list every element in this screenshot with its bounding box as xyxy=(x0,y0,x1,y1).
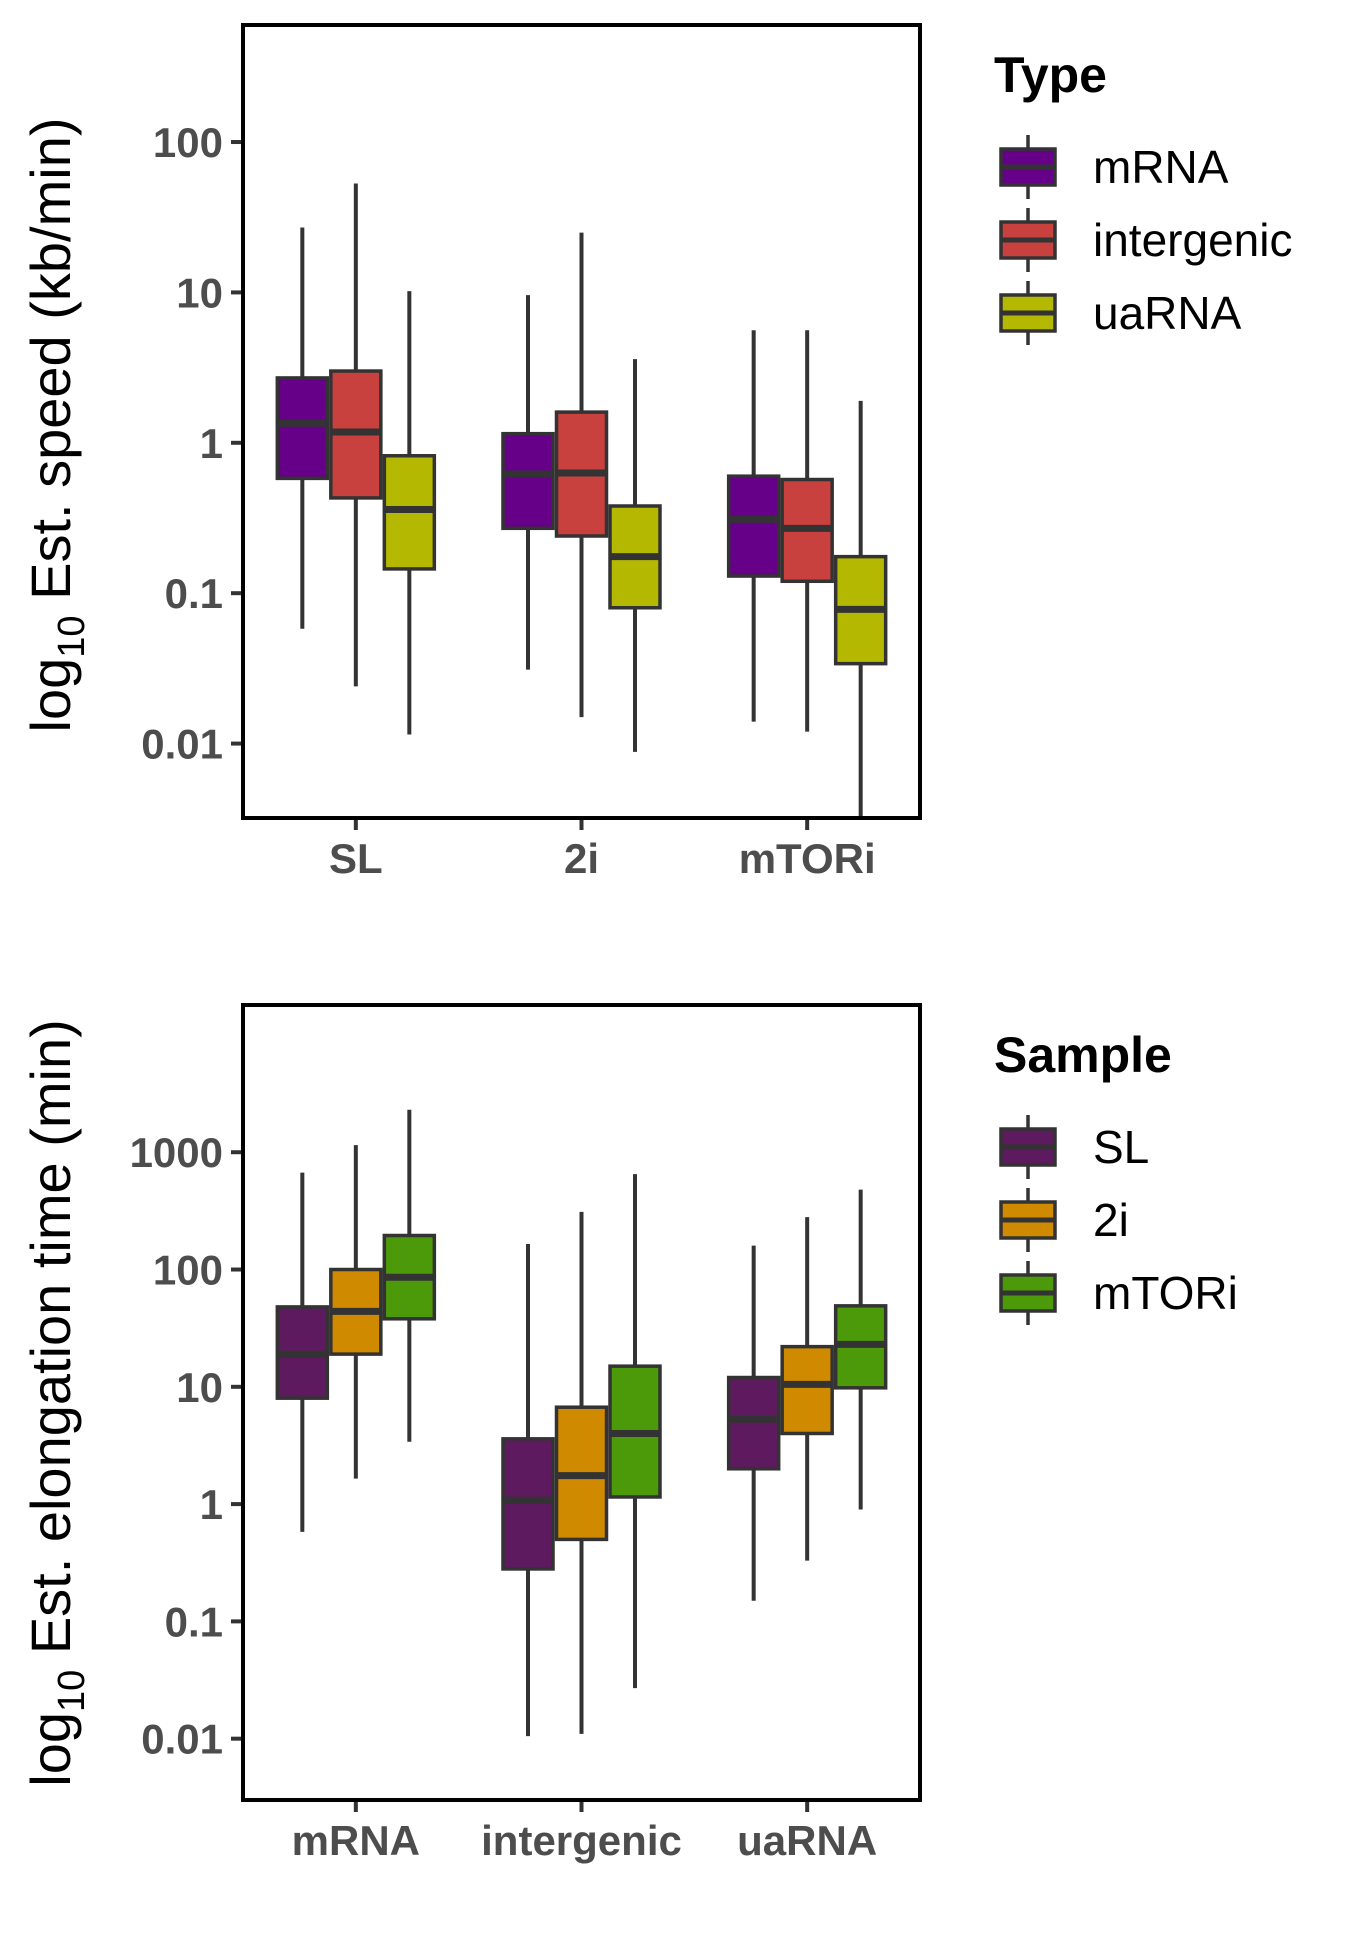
box-mtori xyxy=(833,1189,888,1510)
legend-title-type: Type xyxy=(994,47,1107,103)
box-2i xyxy=(780,1217,834,1561)
box-uarna xyxy=(833,400,888,816)
box-mrna xyxy=(726,330,781,722)
elongation-plot-area: 0.01 0.1 1 10 100 1000 mRNA intergenic uaRNA xyxy=(130,1003,922,1864)
y-tick-label: 1 xyxy=(200,1481,223,1528)
box-2i xyxy=(554,1211,609,1734)
y-tick-label: 0.01 xyxy=(141,721,223,768)
legend-title-sample: Sample xyxy=(994,1027,1172,1083)
y-tick-label: 1 xyxy=(200,420,223,467)
box-intergenic xyxy=(329,183,383,687)
type-legend: Type mRNA intergenic uaRNA xyxy=(994,47,1292,345)
x-tick-label: intergenic xyxy=(481,1817,682,1864)
speed-plot-area: 0.01 0.1 1 10 100 SL 2i mTORi xyxy=(141,23,922,882)
box-mtori xyxy=(608,1174,662,1689)
legend-label: intergenic xyxy=(1093,214,1292,266)
y-tick-label: 0.01 xyxy=(141,1716,223,1763)
box-iqr xyxy=(501,431,555,531)
y-tick-label: 10 xyxy=(176,269,223,316)
y-tick-label: 0.1 xyxy=(165,570,223,617)
box-iqr xyxy=(780,1344,834,1436)
box-sl xyxy=(726,1245,781,1601)
box-iqr xyxy=(726,1375,781,1471)
box-uarna xyxy=(382,291,437,735)
legend-label: mRNA xyxy=(1093,141,1229,193)
x-tick-label: mRNA xyxy=(292,1817,420,1864)
legend-item-2i: 2i xyxy=(999,1188,1129,1252)
legend-item-intergenic: intergenic xyxy=(999,208,1292,272)
legend-label: SL xyxy=(1093,1121,1149,1173)
box-2i xyxy=(329,1145,383,1479)
plot-border xyxy=(241,1003,922,1802)
box-iqr xyxy=(726,474,781,578)
legend-item-mrna: mRNA xyxy=(999,135,1229,199)
legend-item-sl: SL xyxy=(999,1115,1149,1179)
box-intergenic xyxy=(554,232,609,718)
y-axis-title-elongation: log10 Est. elongation time (min) xyxy=(19,1019,93,1787)
legend-label: uaRNA xyxy=(1093,287,1242,339)
y-tick-label: 10 xyxy=(176,1364,223,1411)
legend-label: mTORi xyxy=(1093,1267,1238,1319)
box-mrna xyxy=(501,295,555,670)
box-iqr xyxy=(501,1437,555,1571)
legend-item-mtori: mTORi xyxy=(999,1261,1238,1325)
box-mrna xyxy=(275,227,330,629)
sample-legend: Sample SL 2i mTORi xyxy=(994,1027,1238,1325)
y-axis-title-speed: log10 Est. speed (kb/min) xyxy=(19,118,93,733)
y-tick-label: 1000 xyxy=(130,1129,223,1176)
speed-panel: log10 Est. speed (kb/min) 0.01 0.1 1 10 100 S… xyxy=(19,23,1292,882)
x-tick-label: SL xyxy=(329,835,383,882)
y-tick-label: 0.1 xyxy=(165,1598,223,1645)
box-uarna xyxy=(608,359,662,752)
box-sl xyxy=(501,1244,555,1737)
y-tick-label: 100 xyxy=(153,119,223,166)
plot-border xyxy=(241,23,922,820)
box-intergenic xyxy=(780,330,834,732)
x-tick-label: 2i xyxy=(564,835,599,882)
box-iqr xyxy=(275,376,330,481)
box-sl xyxy=(275,1172,330,1532)
legend-item-uarna: uaRNA xyxy=(999,281,1242,345)
x-tick-label: uaRNA xyxy=(737,1817,877,1864)
x-tick-label: mTORi xyxy=(739,835,876,882)
legend-label: 2i xyxy=(1093,1194,1129,1246)
box-mtori xyxy=(382,1109,437,1442)
elongation-panel: log10 Est. elongation time (min) 0.01 0.1… xyxy=(19,1003,1238,1864)
y-tick-label: 100 xyxy=(153,1247,223,1294)
